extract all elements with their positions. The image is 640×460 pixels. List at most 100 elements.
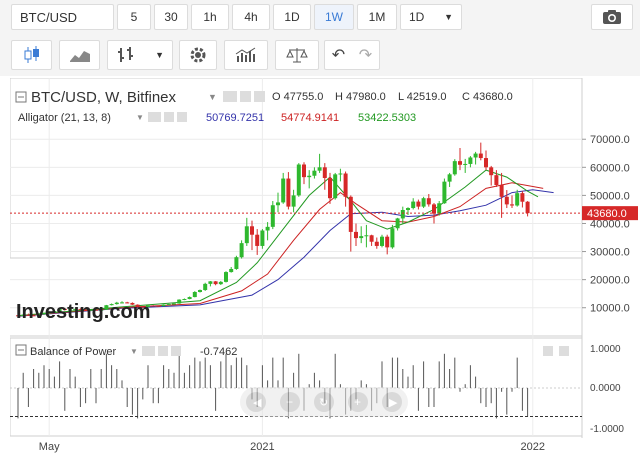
candle-body <box>166 304 171 306</box>
bop-pane-button-b[interactable] <box>559 346 569 356</box>
candle-body <box>151 305 156 307</box>
chart-toolbar: BTC/USD 5 30 1h 4h 1D 1W 1M 1D ▼ ▼ ↶ ↷ <box>0 0 640 76</box>
candle-body <box>177 299 182 304</box>
reset-zoom-button[interactable] <box>314 392 334 412</box>
zoom-out-icon: − <box>286 395 293 409</box>
indicators-button[interactable] <box>224 40 268 70</box>
x-tick-label: 2021 <box>250 441 274 453</box>
candle-body <box>104 305 109 310</box>
chart-svg[interactable]: 70000.0 60000.0 50000.0 40000.0 30000.0 20000… <box>9 77 638 455</box>
close-small-icon[interactable] <box>177 112 187 122</box>
candle-body <box>125 302 130 304</box>
candle-body <box>218 281 223 285</box>
interval-4h[interactable]: 4h <box>232 4 270 30</box>
candle-body <box>286 178 291 207</box>
settings-small-icon[interactable] <box>164 112 174 122</box>
bars-type-button[interactable]: ▼ <box>107 40 173 70</box>
candle-body <box>192 292 197 298</box>
interval-30[interactable]: 30 <box>154 4 188 30</box>
interval-1d[interactable]: 1D <box>273 4 311 30</box>
candle-body <box>437 203 442 214</box>
candle-body <box>442 181 447 204</box>
interval-5[interactable]: 5 <box>117 4 151 30</box>
ohlc-high-label: H <box>335 91 343 103</box>
scroll-right-icon: ▶ <box>389 397 398 409</box>
alligator-lips-line <box>17 169 539 317</box>
watermark-text: Investing.com <box>16 301 150 323</box>
close-small-icon[interactable] <box>171 346 181 356</box>
candle-body <box>307 175 312 178</box>
candle-body <box>244 226 249 244</box>
chevron-down-icon[interactable]: ▼ <box>136 113 144 122</box>
y-tick-label: 40000.0 <box>590 218 630 230</box>
gear-icon <box>190 47 206 63</box>
candle-body <box>317 167 322 171</box>
compare-button[interactable] <box>275 40 319 70</box>
bop-label: Balance of Power <box>30 346 117 358</box>
chevron-down-icon[interactable]: ▼ <box>130 347 138 356</box>
alligator-legend: Alligator (21, 13, 8) ▼ 50769.7251 54774… <box>18 112 416 124</box>
candle-body <box>380 236 384 246</box>
line-type-button[interactable] <box>59 40 100 70</box>
svg-text:C 43680.0: C 43680.0 <box>462 91 513 103</box>
candle-body <box>421 198 426 207</box>
undo-icon[interactable]: ↶ <box>331 47 346 64</box>
chart-area[interactable]: 70000.0 60000.0 50000.0 40000.0 30000.0 20000… <box>9 77 638 455</box>
candles-type-button[interactable] <box>11 40 52 70</box>
candle-body <box>499 185 504 197</box>
screenshot-button[interactable] <box>591 4 633 30</box>
y-tick-label: 60000.0 <box>590 162 630 174</box>
candle-body <box>114 302 119 305</box>
svg-text:H 47980.0: H 47980.0 <box>335 91 386 103</box>
candles <box>16 142 530 317</box>
zoom-out-button[interactable] <box>280 392 300 412</box>
ohlc-close-label: C <box>462 91 470 103</box>
candle-body <box>489 167 494 176</box>
chart-navigation: ◀ − ↻ + ▶ <box>240 387 408 417</box>
symbol-field[interactable]: BTC/USD <box>11 4 114 30</box>
chevron-down-icon[interactable]: ▼ <box>208 92 217 102</box>
settings-small-icon[interactable] <box>240 91 251 102</box>
candle-body <box>484 158 488 168</box>
zoom-in-button[interactable] <box>348 392 368 412</box>
settings-small-icon[interactable] <box>158 346 168 356</box>
investing-logo: Investing.com <box>16 301 150 323</box>
interval-1m[interactable]: 1M <box>357 4 397 30</box>
candle-body <box>468 157 473 164</box>
price-axis: 70000.0 60000.0 50000.0 40000.0 30000.0 20000… <box>582 134 630 315</box>
redo-icon[interactable]: ↷ <box>358 47 373 64</box>
alligator-label: Alligator (21, 13, 8) <box>18 112 111 124</box>
candle-body <box>270 205 275 227</box>
bop-axis-label-bottom: -1.0000 <box>590 424 624 435</box>
y-tick-label: 70000.0 <box>590 134 630 146</box>
bop-legend: Balance of Power ▼ -0.7462 1.0000 0.0000… <box>15 344 624 435</box>
camera-icon <box>603 10 621 24</box>
y-tick-label: 30000.0 <box>590 247 630 259</box>
scroll-left-button[interactable] <box>246 392 266 412</box>
candle-body <box>250 226 254 235</box>
last-price-tag: 43680.0 <box>587 208 627 220</box>
candle-body <box>416 201 421 207</box>
candle-body <box>406 208 410 210</box>
x-tick-label: May <box>39 441 60 453</box>
settings-button[interactable] <box>179 40 217 70</box>
eye-icon[interactable] <box>148 112 161 122</box>
candle-body <box>16 315 20 317</box>
candle-body <box>73 309 78 311</box>
scroll-right-button[interactable] <box>382 392 402 412</box>
candle-body <box>21 314 26 316</box>
interval-1w[interactable]: 1W <box>314 4 354 30</box>
eye-icon[interactable] <box>142 346 155 356</box>
interval-dropdown[interactable]: 1D ▼ <box>400 4 462 30</box>
candle-body <box>239 243 244 258</box>
candle-body <box>426 198 431 205</box>
alligator-jaw-value: 50769.7251 <box>206 112 264 124</box>
candle-body <box>140 306 145 308</box>
close-small-icon[interactable] <box>254 91 265 102</box>
eye-icon[interactable] <box>223 91 237 102</box>
interval-1h[interactable]: 1h <box>191 4 229 30</box>
reset-icon: ↻ <box>319 397 328 409</box>
bop-pane-button-a[interactable] <box>543 346 553 356</box>
candle-body <box>515 193 520 206</box>
candle-body <box>83 309 88 311</box>
